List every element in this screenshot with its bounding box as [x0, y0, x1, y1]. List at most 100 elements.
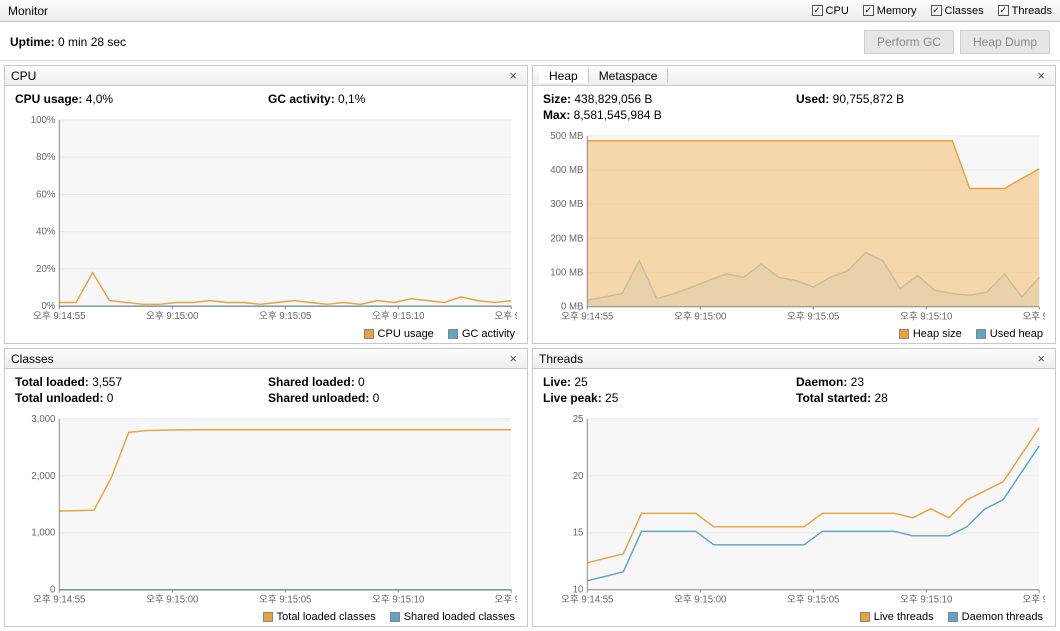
legend-item: CPU usage	[364, 328, 434, 340]
legend: Total loaded classes Shared loaded classe…	[5, 609, 527, 627]
svg-text:오후 9:15:10: 오후 9:15:10	[900, 593, 952, 605]
panel-header: Threads ×	[533, 349, 1055, 369]
svg-text:오후 9:14:55: 오후 9:14:55	[33, 310, 85, 322]
svg-text:3,000: 3,000	[31, 414, 55, 425]
checkbox-icon: ✓	[863, 5, 874, 16]
svg-text:오후 9:1: 오후 9:1	[494, 310, 517, 322]
chart-area: 01,0002,0003,000오후 9:14:55오후 9:15:00오후 9…	[5, 409, 527, 609]
legend-swatch	[948, 612, 958, 622]
svg-text:오후 9:15:10: 오후 9:15:10	[372, 310, 424, 322]
svg-text:200 MB: 200 MB	[550, 233, 583, 244]
panel-stats: CPU usage: 4,0%GC activity: 0,1%	[5, 86, 527, 110]
svg-text:1,000: 1,000	[31, 528, 55, 539]
legend-swatch	[448, 329, 458, 339]
topbar: Monitor ✓CPU✓Memory✓Classes✓Threads	[0, 0, 1060, 22]
close-icon[interactable]: ×	[1033, 68, 1049, 83]
svg-text:오후 9:15:00: 오후 9:15:00	[146, 593, 198, 605]
check-label: Memory	[877, 5, 917, 17]
filter-check-memory[interactable]: ✓Memory	[863, 5, 917, 17]
svg-text:20%: 20%	[36, 264, 56, 275]
svg-text:25: 25	[573, 414, 584, 425]
stat-line: Total unloaded: 0	[15, 391, 264, 405]
uptime: Uptime: 0 min 28 sec	[10, 35, 126, 49]
check-label: Classes	[945, 5, 984, 17]
close-icon[interactable]: ×	[505, 68, 521, 83]
perform-gc-button[interactable]: Perform GC	[864, 30, 954, 54]
svg-text:오후 9:15:05: 오후 9:15:05	[787, 593, 839, 605]
legend-swatch	[976, 329, 986, 339]
filter-check-classes[interactable]: ✓Classes	[931, 5, 984, 17]
chart-area: 10152025오후 9:14:55오후 9:15:00오후 9:15:05오후…	[533, 409, 1055, 609]
filter-check-cpu[interactable]: ✓CPU	[812, 5, 849, 17]
tabs: HeapMetaspace	[539, 68, 668, 83]
window-title: Monitor	[8, 4, 48, 18]
legend-label: Heap size	[913, 328, 962, 340]
close-icon[interactable]: ×	[1033, 351, 1049, 366]
svg-text:오후 9:14:55: 오후 9:14:55	[561, 593, 613, 605]
tab-heap[interactable]: Heap	[539, 68, 589, 83]
svg-text:400 MB: 400 MB	[550, 165, 583, 176]
stat-line: Used: 90,755,872 B	[796, 92, 1045, 106]
chart-svg: 0 MB100 MB200 MB300 MB400 MB500 MB오후 9:1…	[543, 130, 1045, 324]
legend-swatch	[860, 612, 870, 622]
action-buttons: Perform GC Heap Dump	[864, 30, 1050, 54]
svg-text:오후 9:15:05: 오후 9:15:05	[259, 310, 311, 322]
svg-text:60%: 60%	[36, 189, 56, 200]
panel-threads: Threads × Live: 25Live peak: 25Daemon: 2…	[532, 348, 1056, 627]
uptime-label: Uptime:	[10, 35, 55, 49]
panel-header: CPU ×	[5, 66, 527, 86]
chart-area: 0 MB100 MB200 MB300 MB400 MB500 MB오후 9:1…	[533, 126, 1055, 326]
heap-dump-button[interactable]: Heap Dump	[960, 30, 1050, 54]
checkbox-icon: ✓	[931, 5, 942, 16]
legend-label: Live threads	[874, 611, 934, 623]
stat-line: Live: 25	[543, 375, 792, 389]
legend-item: Heap size	[899, 328, 962, 340]
chart-svg: 10152025오후 9:14:55오후 9:15:00오후 9:15:05오후…	[543, 413, 1045, 607]
filter-checks: ✓CPU✓Memory✓Classes✓Threads	[812, 5, 1052, 17]
panel-title: Classes	[11, 352, 54, 366]
check-label: CPU	[826, 5, 849, 17]
svg-text:15: 15	[573, 528, 584, 539]
stat-line: Shared unloaded: 0	[268, 391, 517, 405]
stat-line: Shared loaded: 0	[268, 375, 517, 389]
chart-svg: 01,0002,0003,000오후 9:14:55오후 9:15:00오후 9…	[15, 413, 517, 607]
panel-stats: Total loaded: 3,557 Total unloaded: 0 Shar…	[5, 369, 527, 409]
stat-line: Live peak: 25	[543, 391, 792, 405]
svg-text:오후 9:15:10: 오후 9:15:10	[900, 310, 952, 322]
legend-swatch	[899, 329, 909, 339]
check-label: Threads	[1012, 5, 1052, 17]
checkbox-icon: ✓	[998, 5, 1009, 16]
panel-stats: Live: 25Live peak: 25Daemon: 23Total sta…	[533, 369, 1055, 409]
svg-text:2,000: 2,000	[31, 471, 55, 482]
svg-text:오후 9:1: 오후 9:1	[1022, 310, 1045, 322]
stat-line: GC activity: 0,1%	[268, 92, 517, 106]
legend: CPU usage GC activity	[5, 326, 527, 344]
legend-label: Used heap	[990, 328, 1043, 340]
legend-item: Live threads	[860, 611, 934, 623]
filter-check-threads[interactable]: ✓Threads	[998, 5, 1052, 17]
panel-title: CPU	[11, 69, 36, 83]
legend-label: Shared loaded classes	[404, 611, 515, 623]
svg-text:오후 9:1: 오후 9:1	[1022, 593, 1045, 605]
svg-text:오후 9:15:00: 오후 9:15:00	[146, 310, 198, 322]
uptime-value: 0 min 28 sec	[58, 35, 126, 49]
legend-swatch	[390, 612, 400, 622]
svg-text:40%: 40%	[36, 227, 56, 238]
panel-grid: CPU × CPU usage: 4,0%GC activity: 0,1%0%…	[0, 61, 1060, 631]
svg-text:300 MB: 300 MB	[550, 199, 583, 210]
close-icon[interactable]: ×	[505, 351, 521, 366]
legend-label: CPU usage	[378, 328, 434, 340]
panel-cpu: CPU × CPU usage: 4,0%GC activity: 0,1%0%…	[4, 65, 528, 344]
tab-metaspace[interactable]: Metaspace	[589, 68, 669, 83]
svg-text:오후 9:1: 오후 9:1	[494, 593, 517, 605]
svg-text:오후 9:14:55: 오후 9:14:55	[33, 593, 85, 605]
legend-label: Total loaded classes	[277, 611, 376, 623]
svg-text:오후 9:15:00: 오후 9:15:00	[674, 593, 726, 605]
svg-text:100%: 100%	[31, 115, 56, 126]
panel-header: HeapMetaspace ×	[533, 66, 1055, 86]
legend-label: GC activity	[462, 328, 515, 340]
stat-line: Max: 8,581,545,984 B	[543, 108, 792, 122]
stat-line: Total loaded: 3,557	[15, 375, 264, 389]
svg-text:80%: 80%	[36, 152, 56, 163]
panel-heap: HeapMetaspace × Size: 438,829,056 BMax: …	[532, 65, 1056, 344]
